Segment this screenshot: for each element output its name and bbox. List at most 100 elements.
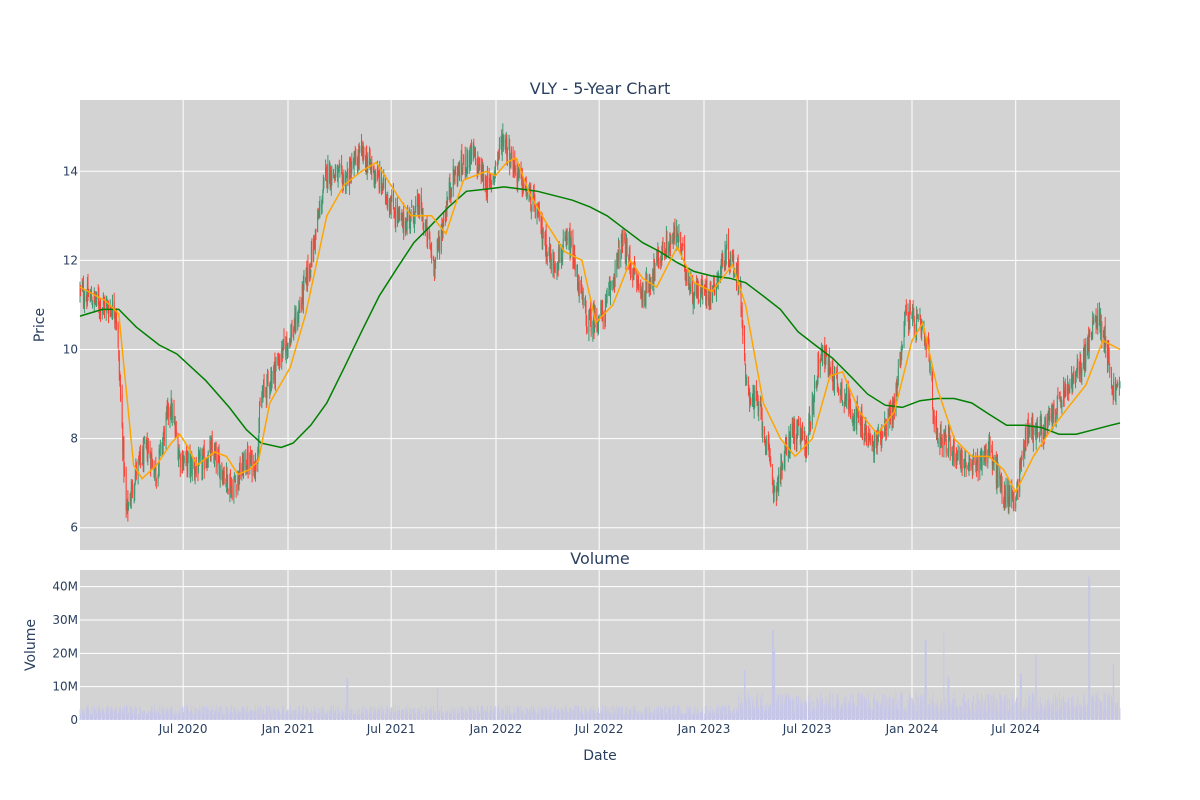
volume-bar — [819, 698, 821, 720]
volume-bar — [158, 712, 160, 720]
volume-bar — [434, 711, 436, 720]
candle-body — [1036, 424, 1038, 435]
volume-bar — [342, 710, 344, 720]
volume-bar — [799, 704, 801, 720]
volume-bar — [313, 705, 315, 720]
volume-bar — [122, 707, 124, 720]
candle-body — [1075, 373, 1077, 376]
candle-body — [162, 441, 164, 450]
volume-bar — [215, 705, 217, 720]
volume-bar — [410, 708, 412, 720]
candle-body — [828, 356, 830, 370]
candle-body — [582, 291, 584, 297]
candle-body — [1048, 411, 1050, 416]
candle-body — [768, 442, 770, 451]
candle-body — [346, 171, 348, 174]
volume-bar — [415, 712, 417, 720]
volume-bar — [748, 693, 749, 720]
volume-bar — [817, 698, 818, 720]
volume-bar — [650, 711, 652, 720]
candle-body — [1035, 427, 1037, 438]
candle-body — [649, 286, 651, 289]
candle-body — [426, 221, 428, 242]
volume-bar — [154, 714, 156, 720]
candle-body — [1112, 387, 1114, 389]
volume-bar — [673, 705, 675, 720]
candle-body — [884, 420, 886, 433]
candle-body — [1089, 332, 1091, 335]
chart-title: VLY - 5-Year Chart — [530, 79, 670, 98]
volume-bar — [166, 712, 168, 720]
volume-bar — [881, 693, 883, 720]
candle-body — [738, 286, 740, 289]
volume-bar — [479, 713, 480, 720]
candle-body — [689, 287, 691, 292]
candle-body — [422, 215, 424, 230]
volume-bar — [870, 707, 871, 720]
candle-body — [541, 218, 543, 234]
candle-body — [169, 408, 171, 420]
candle-body — [817, 357, 819, 383]
volume-bar — [1032, 692, 1034, 720]
candle-body — [642, 291, 644, 307]
volume-bar — [852, 696, 854, 720]
volume-bar — [509, 709, 511, 720]
volume-bar — [319, 711, 321, 720]
volume-bar — [771, 630, 773, 720]
candle-body — [963, 466, 965, 470]
candle-body — [787, 454, 789, 459]
candle-body — [779, 475, 781, 479]
volume-bar — [957, 710, 959, 720]
candle-body — [853, 409, 855, 423]
volume-bar — [354, 713, 356, 720]
volume-bar — [190, 710, 191, 720]
volume-bar — [397, 713, 399, 720]
candle-body — [1068, 387, 1070, 395]
volume-bar — [534, 708, 536, 720]
volume-bar — [435, 711, 436, 720]
candle-body — [979, 460, 981, 463]
volume-bar — [745, 696, 746, 720]
candle-body — [482, 169, 484, 182]
volume-bar — [350, 713, 352, 720]
volume-bar — [872, 709, 874, 720]
candle-body — [913, 309, 915, 319]
candle-body — [239, 460, 241, 478]
volume-bar — [557, 708, 558, 720]
candle-body — [1020, 456, 1022, 465]
candle-body — [748, 385, 750, 397]
volume-bar — [566, 712, 568, 720]
candle-body — [365, 154, 367, 168]
candle-body — [610, 284, 611, 298]
candle-body — [979, 464, 981, 472]
candle-body — [330, 166, 332, 185]
volume-bar — [291, 714, 292, 720]
x-tick-label: Jul 2022 — [574, 722, 624, 736]
candle-body — [857, 409, 859, 415]
volume-bar — [1116, 703, 1118, 720]
candle-body — [816, 379, 818, 383]
candle-body — [676, 226, 678, 242]
volume-bar — [191, 713, 193, 720]
volume-bar — [722, 705, 724, 720]
volume-bar — [888, 709, 890, 720]
volume-bar — [355, 714, 357, 720]
candle-body — [115, 314, 117, 316]
candle-body — [940, 425, 942, 445]
volume-bar — [235, 713, 237, 720]
candle-body — [1051, 411, 1053, 426]
volume-bar — [337, 714, 338, 720]
volume-bar — [1033, 697, 1035, 720]
volume-bar — [572, 710, 574, 720]
candle-body — [550, 249, 552, 259]
candle-body — [310, 269, 312, 272]
candle-body — [1024, 427, 1026, 449]
volume-bar — [425, 706, 427, 720]
volume-bar — [1017, 695, 1018, 720]
candle-body — [1114, 380, 1116, 398]
candle-body — [1012, 491, 1014, 498]
volume-tick-label: 30M — [52, 613, 78, 627]
volume-bar — [453, 706, 455, 720]
volume-bar — [773, 630, 774, 720]
volume-bar — [952, 706, 954, 720]
